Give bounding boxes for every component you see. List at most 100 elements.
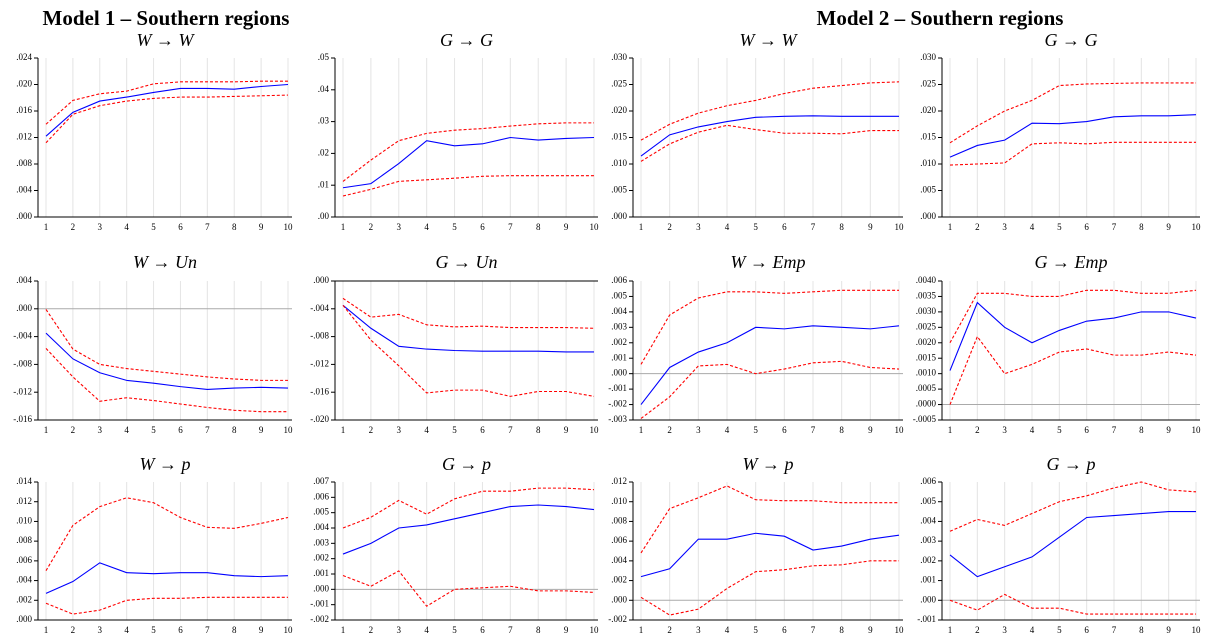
series-line xyxy=(342,570,595,607)
y-tick-label: .005 xyxy=(611,185,627,195)
x-tick-label: 6 xyxy=(480,625,485,635)
x-tick-label: 2 xyxy=(369,222,374,232)
x-tick-label: 7 xyxy=(205,222,210,232)
x-tick-label: 8 xyxy=(839,625,844,635)
x-tick-label: 6 xyxy=(480,222,485,232)
chart-title: G → p xyxy=(1047,454,1096,474)
y-tick-label: .0030 xyxy=(916,306,937,316)
y-tick-label: -.008 xyxy=(310,331,329,341)
x-tick-label: 10 xyxy=(1192,425,1202,435)
y-tick-label: .005 xyxy=(920,496,936,506)
series-line xyxy=(949,114,1197,158)
x-tick-label: 6 xyxy=(178,222,183,232)
x-tick-label: 10 xyxy=(895,222,905,232)
x-tick-label: 3 xyxy=(696,625,701,635)
x-tick-label: 6 xyxy=(1084,625,1089,635)
x-tick-label: 7 xyxy=(811,425,816,435)
x-tick-label: 5 xyxy=(151,425,156,435)
x-tick-label: 9 xyxy=(259,222,264,232)
x-tick-label: 3 xyxy=(1002,222,1007,232)
y-tick-label: .0010 xyxy=(916,368,937,378)
x-tick-label: 4 xyxy=(1030,425,1035,435)
x-tick-label: 9 xyxy=(1166,222,1171,232)
y-tick-label: -.002 xyxy=(608,614,627,624)
chart-title: W → W xyxy=(137,30,196,50)
x-tick-label: 2 xyxy=(667,425,672,435)
y-tick-label: .000 xyxy=(16,211,32,221)
x-tick-label: 3 xyxy=(98,222,103,232)
x-tick-label: 9 xyxy=(868,425,873,435)
x-tick-label: 9 xyxy=(868,222,873,232)
x-tick-label: 10 xyxy=(590,222,600,232)
series-line xyxy=(949,82,1196,144)
y-tick-label: .0000 xyxy=(916,399,937,409)
y-tick-label: .000 xyxy=(16,303,32,313)
y-tick-label: -.020 xyxy=(310,414,329,424)
y-tick-label: -.003 xyxy=(608,414,627,424)
x-tick-label: 7 xyxy=(205,425,210,435)
y-tick-label: -.002 xyxy=(608,399,627,409)
y-tick-label: .000 xyxy=(611,594,627,604)
x-tick-label: 4 xyxy=(124,425,129,435)
x-tick-label: 1 xyxy=(948,222,953,232)
x-tick-label: 4 xyxy=(424,425,429,435)
y-tick-label: .03 xyxy=(318,116,330,126)
series-line xyxy=(342,122,594,182)
x-tick-label: 8 xyxy=(1139,425,1144,435)
x-tick-label: 1 xyxy=(44,625,49,635)
y-tick-label: .008 xyxy=(611,515,627,525)
x-tick-label: 2 xyxy=(975,425,980,435)
y-tick-label: .002 xyxy=(313,553,329,563)
y-tick-label: .002 xyxy=(16,594,32,604)
chart-title: G → G xyxy=(440,30,493,50)
x-tick-label: 3 xyxy=(98,625,103,635)
x-tick-label: 7 xyxy=(1112,425,1117,435)
x-tick-label: 4 xyxy=(124,625,129,635)
chart-title: G → p xyxy=(442,454,491,474)
x-tick-label: 1 xyxy=(639,625,644,635)
series-line xyxy=(640,560,899,616)
chart-title: W → Emp xyxy=(731,252,806,272)
y-tick-label: .0020 xyxy=(916,337,937,347)
series-line xyxy=(45,348,288,413)
x-tick-label: 1 xyxy=(948,425,953,435)
x-tick-label: 3 xyxy=(696,425,701,435)
x-tick-label: 6 xyxy=(178,425,183,435)
y-tick-label: .020 xyxy=(611,105,627,115)
chart-title: G → G xyxy=(1045,30,1098,50)
x-tick-label: 1 xyxy=(639,222,644,232)
y-tick-label: -.008 xyxy=(13,358,32,368)
series-line xyxy=(342,487,595,529)
y-tick-label: .000 xyxy=(313,275,329,285)
x-tick-label: 9 xyxy=(564,222,569,232)
x-tick-label: 1 xyxy=(341,425,346,435)
x-tick-label: 3 xyxy=(1002,625,1007,635)
y-tick-label: .025 xyxy=(920,79,936,89)
y-tick-label: .001 xyxy=(313,568,329,578)
x-tick-label: 3 xyxy=(397,222,402,232)
series-line xyxy=(342,136,595,189)
series-line xyxy=(949,511,1196,578)
x-tick-label: 6 xyxy=(480,425,485,435)
y-tick-label: .020 xyxy=(920,105,936,115)
x-tick-label: 8 xyxy=(232,625,237,635)
y-tick-label: .005 xyxy=(313,507,329,517)
y-tick-label: -.012 xyxy=(13,386,32,396)
x-tick-label: 10 xyxy=(1192,222,1202,232)
chart-title: G → Un xyxy=(436,252,498,272)
y-tick-label: -.001 xyxy=(608,383,627,393)
y-tick-label: .006 xyxy=(313,491,329,501)
series-line xyxy=(45,596,288,615)
y-tick-label: .007 xyxy=(313,476,329,486)
y-tick-label: .030 xyxy=(920,52,936,62)
y-tick-label: .020 xyxy=(16,79,32,89)
y-tick-label: .006 xyxy=(611,275,627,285)
x-tick-label: 8 xyxy=(1139,625,1144,635)
x-tick-label: 4 xyxy=(424,625,429,635)
x-tick-label: 6 xyxy=(782,222,787,232)
x-tick-label: 4 xyxy=(725,625,730,635)
series-line xyxy=(342,504,595,555)
x-tick-label: 2 xyxy=(975,222,980,232)
y-tick-label: .02 xyxy=(318,147,329,157)
y-tick-label: .012 xyxy=(16,132,32,142)
